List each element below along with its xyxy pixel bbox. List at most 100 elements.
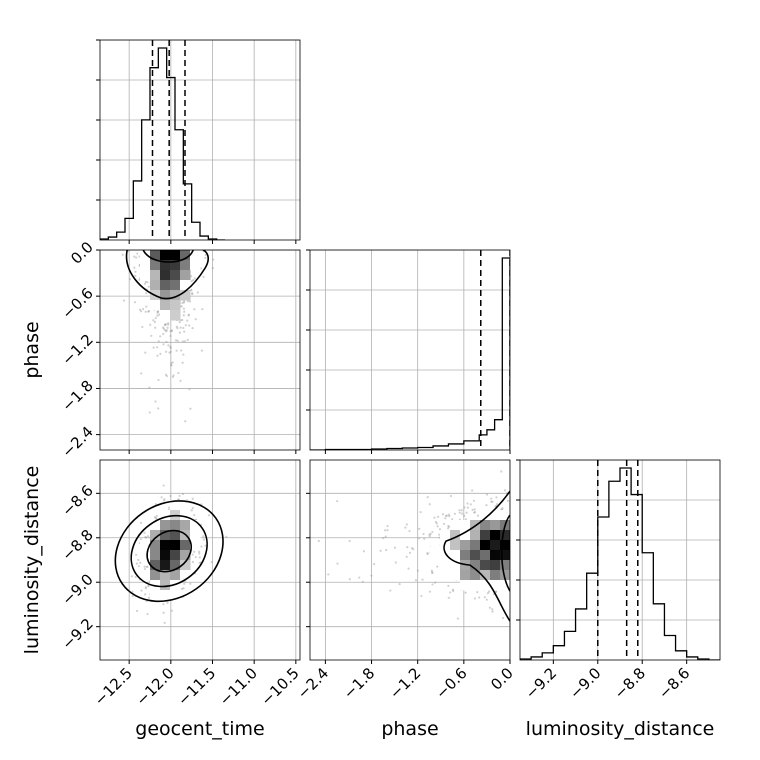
sample-point: [170, 329, 173, 333]
sample-point: [405, 523, 408, 526]
sample-point: [442, 522, 446, 525]
sample-point: [194, 318, 197, 321]
sample-point: [157, 378, 160, 382]
sample-point: [198, 561, 201, 564]
sample-point: [431, 571, 434, 574]
sample-point: [190, 289, 193, 292]
sample-point: [155, 514, 158, 517]
sample-point: [165, 374, 168, 378]
density-cell: [490, 550, 501, 561]
panel-frame: [99, 39, 301, 241]
sample-point: [204, 253, 207, 257]
density-cell: [450, 540, 461, 551]
sample-point: [393, 546, 397, 549]
sample-point: [156, 310, 160, 313]
density-cell: [470, 560, 481, 571]
density-cell: [160, 580, 171, 591]
sample-point: [471, 489, 474, 492]
density-cell: [140, 270, 151, 281]
sample-point: [183, 582, 186, 585]
sample-point: [170, 609, 173, 612]
sample-point: [327, 573, 330, 576]
sample-point: [169, 330, 172, 333]
panel-luminosity_distance-vs-luminosity_distance: −9.2 −9.0 −8.8 −8.6: [516, 459, 721, 703]
density-cell: [170, 580, 181, 591]
histogram-bin: [448, 444, 463, 450]
histogram-bin: [142, 120, 150, 240]
density-cell: [170, 530, 181, 541]
sample-point: [183, 300, 186, 303]
sample-point: [183, 310, 186, 313]
density-cell: [480, 520, 491, 531]
density-cell: [170, 300, 181, 311]
sample-point: [191, 506, 194, 510]
sample-point: [202, 275, 205, 278]
sample-point: [187, 314, 190, 317]
histogram-bin: [133, 181, 141, 240]
density-cell: [140, 540, 151, 551]
histogram-bin: [531, 657, 542, 660]
sample-point: [419, 510, 422, 514]
contour-line: [500, 514, 510, 592]
density-cell: [500, 570, 510, 581]
density-cell: [160, 520, 171, 531]
panel-phase-vs-geocent_time: −2.4 −1.8 −1.2 −0.6 0.0: [58, 238, 301, 461]
sample-point: [164, 373, 168, 376]
sample-point: [448, 525, 451, 528]
sample-point: [428, 590, 432, 593]
density-cell: [450, 570, 461, 581]
sample-point: [463, 506, 466, 509]
density-cell: [440, 530, 451, 541]
sample-point: [202, 538, 205, 541]
sample-point: [487, 590, 491, 593]
sample-point: [458, 511, 461, 514]
panel-geocent_time-vs-geocent_time: [96, 39, 301, 244]
density-cell: [460, 530, 471, 541]
density-cell: [170, 270, 181, 281]
density-cell: [160, 290, 171, 301]
sample-point: [143, 531, 146, 534]
sample-point: [144, 535, 147, 539]
sample-point: [426, 496, 429, 499]
sample-point: [172, 374, 175, 377]
density-cell: [420, 560, 431, 571]
histogram-bin: [598, 517, 609, 660]
sample-point: [191, 560, 195, 564]
sample-point: [164, 323, 167, 327]
density-cell: [150, 550, 161, 561]
sample-point: [383, 529, 387, 532]
sample-point: [152, 319, 155, 322]
sample-point: [190, 509, 193, 512]
sample-point: [135, 562, 139, 565]
sample-point: [167, 506, 171, 509]
sample-point: [348, 539, 351, 543]
sample-point: [146, 535, 150, 538]
sample-point: [204, 256, 207, 260]
histogram-bin: [620, 468, 631, 660]
sample-point: [428, 503, 431, 506]
sample-point: [162, 327, 165, 330]
sample-point: [186, 300, 190, 303]
x-tick-label: −0.6: [432, 664, 470, 702]
histogram-bin: [642, 553, 653, 660]
sample-point: [159, 335, 162, 338]
sample-point: [186, 338, 189, 341]
sample-point: [122, 299, 126, 302]
sample-point: [154, 400, 157, 403]
y-tick-label: −1.2: [58, 330, 96, 368]
sample-point: [198, 556, 201, 559]
sample-point: [138, 308, 142, 311]
sample-point: [144, 587, 148, 590]
sample-point: [370, 574, 373, 577]
sample-point: [464, 591, 467, 594]
density-cell: [160, 300, 171, 311]
sample-point: [163, 498, 166, 501]
sample-point: [200, 349, 204, 352]
sample-point: [438, 533, 441, 536]
sample-point: [165, 329, 169, 332]
sample-point: [181, 340, 184, 343]
sample-point: [145, 305, 148, 308]
sample-point: [405, 555, 408, 558]
density-cell: [460, 540, 471, 551]
sample-point: [176, 339, 179, 342]
